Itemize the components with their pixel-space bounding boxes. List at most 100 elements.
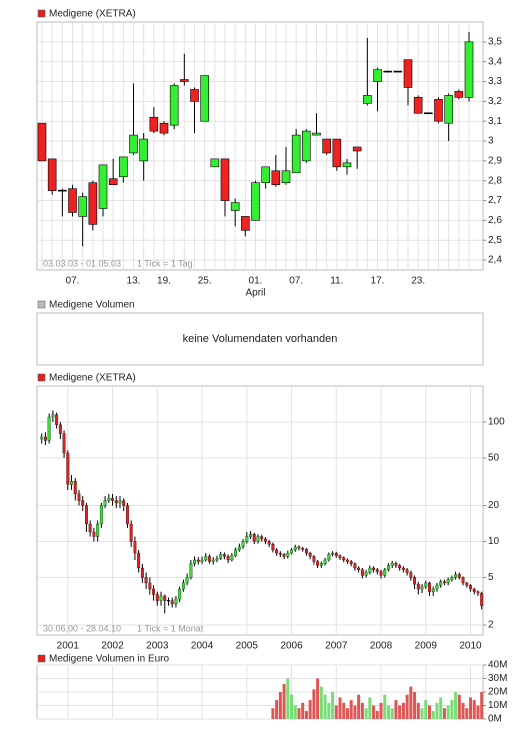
candle-body <box>241 541 245 548</box>
volume-bar <box>349 700 353 719</box>
candle-body <box>68 188 77 213</box>
candle-body <box>360 569 364 576</box>
volume-bar <box>357 694 361 719</box>
candle-body <box>260 536 264 540</box>
candle-body <box>37 122 47 162</box>
candle-body <box>424 582 428 587</box>
candle-body <box>352 146 362 152</box>
candle-body <box>108 178 118 185</box>
volume-bar <box>368 697 372 719</box>
candle-body <box>43 436 47 441</box>
x-tick-label: 07. <box>289 276 303 287</box>
candle-body <box>461 577 465 584</box>
candle-body <box>152 588 156 595</box>
x-tick-label: 2008 <box>370 641 393 652</box>
candle-body <box>251 182 260 221</box>
candle-body <box>159 122 169 134</box>
candle-body <box>297 546 301 549</box>
candle-body <box>103 500 107 506</box>
candle-body <box>222 554 226 557</box>
candle-body <box>129 523 133 542</box>
candle-body <box>434 99 443 122</box>
candle-body <box>379 571 383 576</box>
candle-body <box>62 433 66 454</box>
candle-body <box>390 562 394 566</box>
y-tick-label: 40M <box>488 660 507 671</box>
x-tick-label: 17. <box>371 276 385 287</box>
candle-body <box>196 559 200 562</box>
x-tick-label: 13. <box>127 276 141 287</box>
candle-body <box>267 541 271 545</box>
candle-body <box>51 414 55 418</box>
candle-body <box>122 500 126 506</box>
candle-body <box>480 592 484 606</box>
volume-bar <box>327 702 331 719</box>
y-tick-label: 5 <box>488 572 494 583</box>
x-tick-label: 2001 <box>57 641 80 652</box>
candle-body <box>139 138 148 162</box>
volume-bar <box>450 700 454 719</box>
tick-note: 1 Tick = 1 Tag <box>137 258 193 268</box>
candle-body <box>372 567 376 570</box>
candle-body <box>252 534 256 542</box>
candle-body <box>114 500 118 504</box>
candle-body <box>155 594 159 601</box>
plot-frame <box>36 385 484 636</box>
y-tick-label: 3,1 <box>488 116 502 127</box>
volume-bar <box>286 678 290 719</box>
candle-body <box>349 561 353 564</box>
volume-bar <box>342 702 346 719</box>
candle-body <box>281 170 291 184</box>
candle-body <box>256 536 260 542</box>
volume-bar <box>390 708 394 719</box>
y-tick-label: 3,2 <box>488 96 502 107</box>
candle-body <box>319 563 323 566</box>
y-tick-label: 2,6 <box>488 215 502 226</box>
candle-body <box>403 59 413 88</box>
candle-body <box>77 493 81 501</box>
volume-bar <box>290 694 294 719</box>
candle-body <box>98 164 108 209</box>
candle-body <box>464 41 474 98</box>
candle-body <box>420 586 424 590</box>
candle-body <box>200 75 209 122</box>
candle-body <box>185 577 189 584</box>
candle-body <box>293 546 297 551</box>
volume-bar <box>308 700 312 719</box>
volume-bar <box>271 708 275 719</box>
candle-body <box>282 554 286 557</box>
volume-bar <box>301 702 305 719</box>
candle-body <box>308 552 312 557</box>
candle-body <box>444 95 453 124</box>
candle-body <box>439 581 443 586</box>
candle-body <box>181 582 185 590</box>
candle-body <box>291 134 301 174</box>
candle-body <box>446 579 450 584</box>
candle-body <box>149 116 159 132</box>
candle-body <box>245 536 249 542</box>
volume-bar <box>275 700 279 719</box>
candle-body <box>416 583 420 590</box>
candle-body <box>88 523 92 533</box>
candle-body <box>342 557 346 561</box>
candle-body <box>47 158 57 191</box>
candle-body <box>200 559 204 562</box>
x-tick-label: 2004 <box>191 641 214 652</box>
candle-body <box>193 559 197 564</box>
volume-bar <box>442 708 446 719</box>
candle-body <box>401 567 405 570</box>
x-tick-label: 2005 <box>236 641 259 652</box>
volume-bar <box>316 678 320 719</box>
candle-body <box>290 549 293 554</box>
volume-bar <box>413 692 417 719</box>
y-tick-label: 3 <box>488 136 494 147</box>
candle-body <box>322 138 331 154</box>
candle-body <box>70 480 73 485</box>
candle-body <box>230 202 240 211</box>
x-tick-label: 2007 <box>325 641 348 652</box>
plot-frame <box>36 312 484 366</box>
candle-body <box>442 581 446 584</box>
legend-swatch <box>37 9 46 18</box>
candle-body <box>88 182 98 225</box>
candle-body <box>190 89 199 102</box>
